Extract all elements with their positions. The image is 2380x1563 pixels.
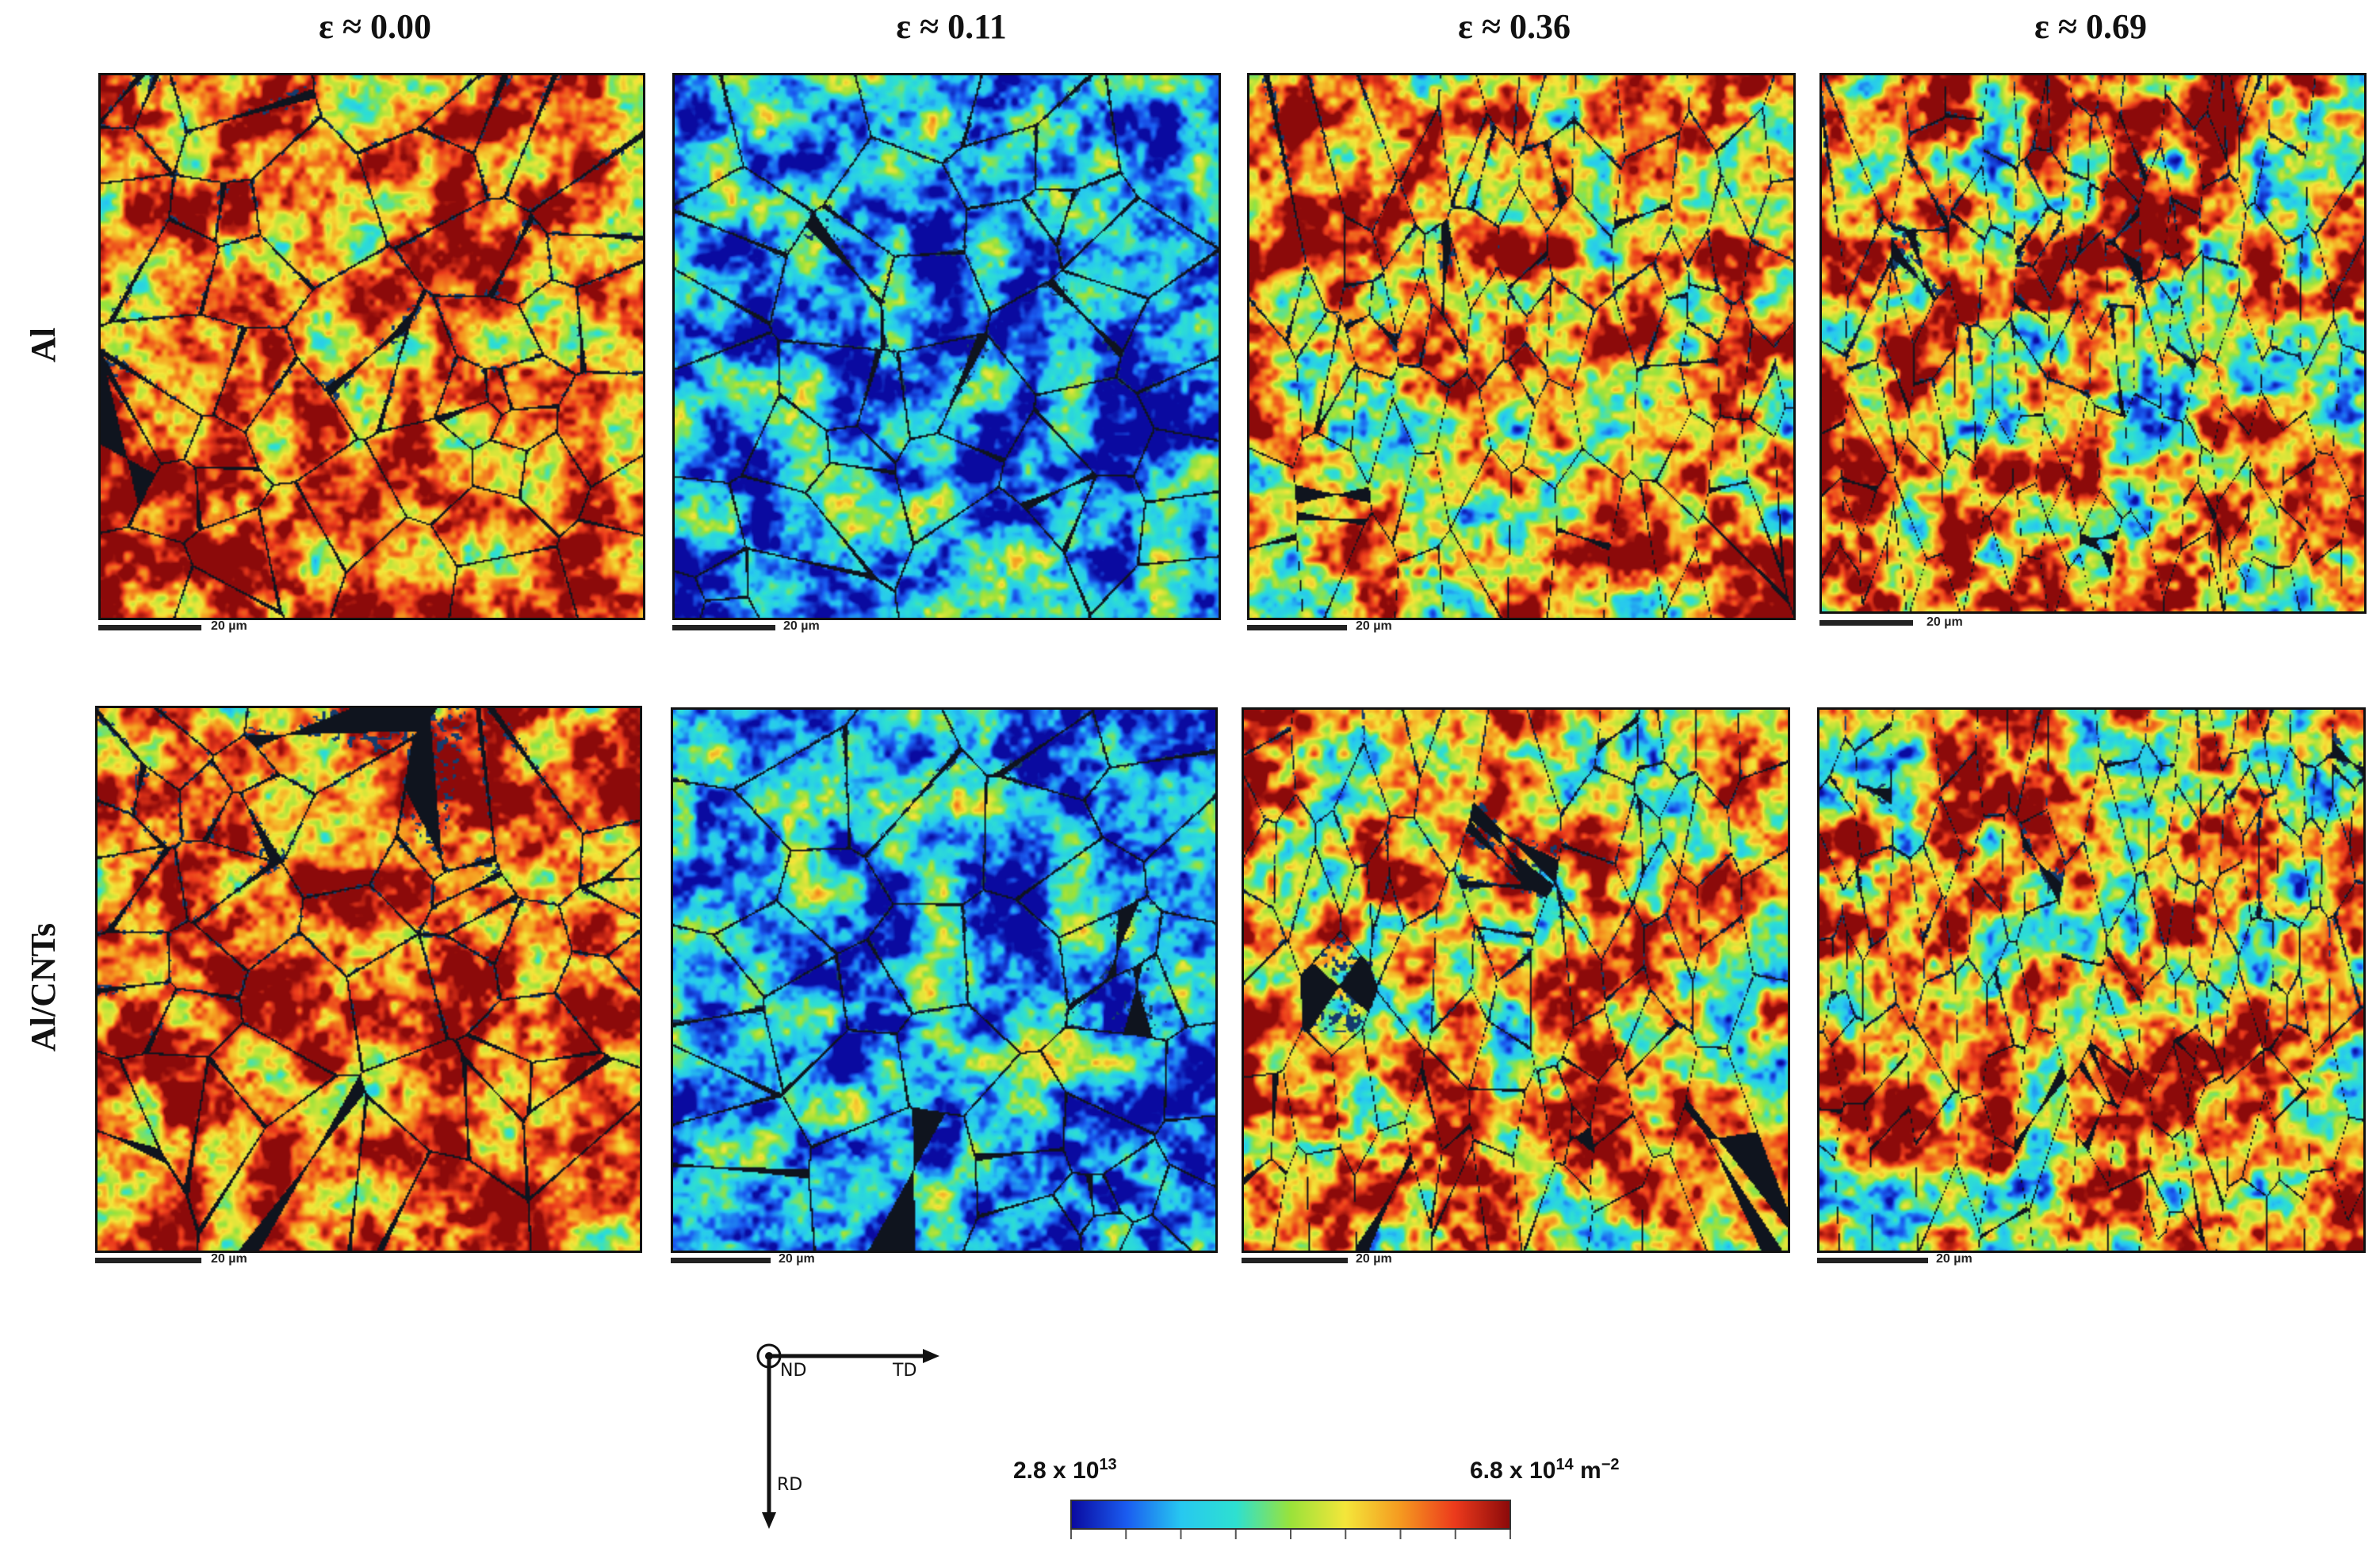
axes-arrows [756,1343,939,1529]
legend-unit-exponent: −2 [1601,1456,1620,1473]
kam-map-canvas [1822,75,2364,611]
kam-map-canvas [1244,710,1788,1251]
legend-max-exponent: 14 [1555,1456,1574,1473]
column-header-strain-0: ε ≈ 0.00 [319,7,431,46]
legend-min-label: 2.8 x 1013 [1013,1456,1117,1484]
axis-label-td: TD [893,1361,917,1381]
column-header-strain-1: ε ≈ 0.11 [896,7,1007,46]
column-header-strain-3: ε ≈ 0.69 [2034,7,2147,46]
sample-coordinate-axes: ND TD RD [737,1332,959,1538]
scale-bar-label: 20 µm [211,619,247,633]
axis-label-rd: RD [777,1475,803,1495]
row-label-al-cnts: Al/CNTs [24,922,63,1052]
kam-color-scale-bar [1070,1500,1511,1530]
scale-bar [1247,625,1347,630]
scale-bar [95,1258,201,1263]
column-header-strain-2: ε ≈ 0.36 [1458,7,1571,46]
legend-unit: m [1580,1458,1601,1484]
kam-map-canvas [1819,710,2363,1251]
map-al-strain-0 [98,73,645,620]
map-al-cnts-strain-1 [671,707,1218,1253]
legend-min-mantissa: 2.8 x 10 [1013,1458,1100,1484]
kam-map-canvas [98,708,640,1251]
td-arrowhead-icon [923,1349,939,1363]
legend-max-mantissa: 6.8 x 10 [1470,1458,1556,1484]
kam-map-canvas [673,710,1215,1251]
map-al-strain-3 [1819,73,2367,614]
axis-label-nd: ND [780,1361,807,1381]
map-al-cnts-strain-2 [1242,707,1790,1253]
legend-max-label: 6.8 x 1014 m−2 [1470,1456,1620,1484]
legend-min-exponent: 13 [1099,1456,1117,1473]
scale-bar-label: 20 µm [1927,615,1963,629]
scale-bar [1819,620,1913,626]
scale-bar-label: 20 µm [1356,619,1392,633]
scale-bar-label: 20 µm [779,1252,815,1266]
scale-bar-label: 20 µm [1936,1252,1972,1266]
rd-arrowhead-icon [762,1512,776,1529]
map-al-cnts-strain-0 [95,706,642,1253]
map-al-strain-2 [1247,73,1796,620]
scale-bar-label: 20 µm [783,619,820,633]
scale-bar [672,625,775,630]
kam-map-canvas [1249,75,1793,618]
legend-ticks [1070,1530,1511,1539]
scale-bar [1817,1258,1928,1263]
scale-bar-label: 20 µm [211,1252,247,1266]
map-al-strain-1 [672,73,1221,620]
scale-bar [98,625,201,630]
scale-bar [671,1258,771,1263]
kam-map-canvas [675,75,1219,618]
kam-map-canvas [101,75,643,618]
scale-bar [1242,1258,1348,1263]
map-al-cnts-strain-3 [1817,707,2366,1253]
row-label-al: Al [24,328,63,362]
scale-bar-label: 20 µm [1356,1252,1392,1266]
